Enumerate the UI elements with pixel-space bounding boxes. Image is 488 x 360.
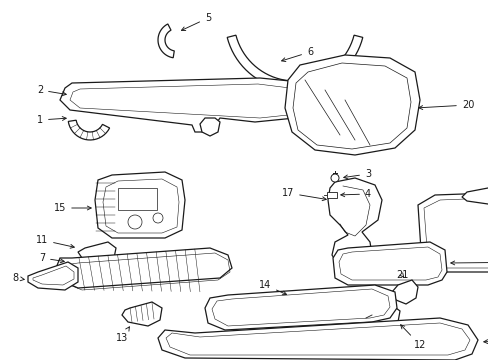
Polygon shape (68, 120, 109, 140)
Text: 15: 15 (54, 203, 91, 213)
Text: 4: 4 (340, 189, 370, 199)
Polygon shape (417, 192, 488, 272)
Polygon shape (327, 178, 381, 270)
Text: 7: 7 (39, 253, 64, 263)
Polygon shape (122, 302, 162, 326)
Text: 12: 12 (400, 325, 426, 350)
Text: 11: 11 (36, 235, 74, 248)
Text: 3: 3 (343, 169, 370, 179)
Polygon shape (200, 118, 220, 136)
Text: 10: 10 (450, 257, 488, 267)
Polygon shape (158, 318, 477, 360)
Polygon shape (56, 248, 231, 288)
Polygon shape (227, 35, 362, 90)
Text: 8: 8 (12, 273, 24, 283)
Text: 9: 9 (483, 333, 488, 343)
Text: 19: 19 (0, 359, 1, 360)
Text: 16: 16 (0, 359, 1, 360)
Polygon shape (204, 285, 396, 330)
Polygon shape (78, 242, 116, 262)
Text: 18: 18 (0, 359, 1, 360)
Text: 2: 2 (37, 85, 66, 96)
Polygon shape (332, 242, 446, 285)
Polygon shape (60, 78, 319, 132)
Text: 5: 5 (181, 13, 211, 31)
Text: 1: 1 (37, 115, 66, 125)
Text: 13: 13 (116, 327, 129, 343)
Polygon shape (95, 172, 184, 238)
Polygon shape (28, 262, 78, 290)
Polygon shape (285, 55, 419, 155)
Polygon shape (461, 188, 488, 204)
Text: 20: 20 (418, 100, 473, 110)
Polygon shape (365, 305, 399, 327)
Circle shape (330, 174, 338, 182)
Polygon shape (391, 280, 417, 304)
Text: 17: 17 (281, 188, 325, 201)
Text: 21: 21 (395, 270, 407, 280)
FancyBboxPatch shape (326, 192, 336, 198)
Text: 6: 6 (281, 47, 312, 62)
Polygon shape (158, 24, 174, 58)
Text: 14: 14 (258, 280, 286, 295)
